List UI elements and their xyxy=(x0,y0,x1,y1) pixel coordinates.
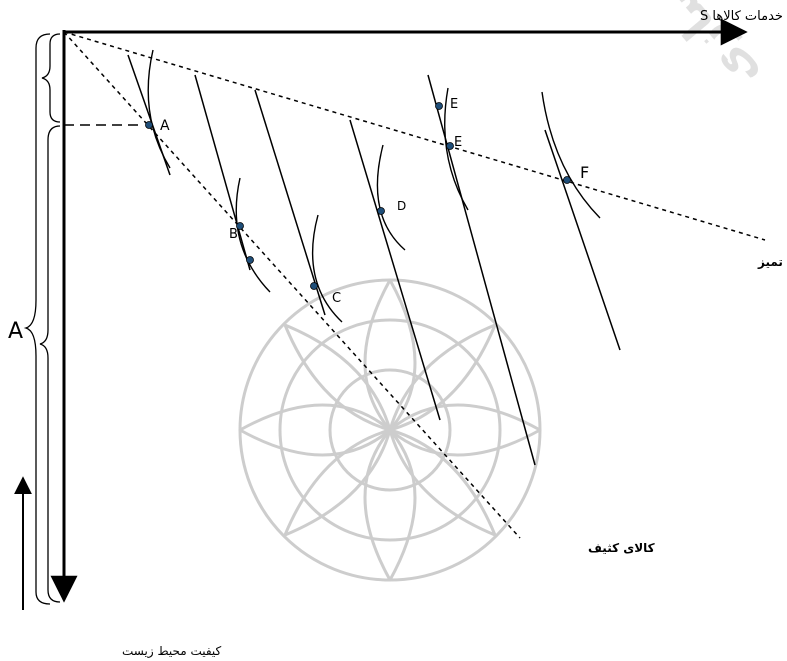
curve-f xyxy=(541,91,601,219)
point-c xyxy=(310,282,318,290)
clean-goods-label: کالایی تمیز xyxy=(757,255,787,269)
point-b-lower xyxy=(246,256,254,264)
label-point-e-upper: E xyxy=(450,97,458,112)
brace-top xyxy=(41,33,61,123)
left-label-a: A xyxy=(8,319,23,344)
equilibrium-points xyxy=(145,102,571,290)
point-d xyxy=(377,207,385,215)
x-axis-label: خدمات کالاها S xyxy=(700,9,783,24)
curve-b xyxy=(235,177,271,293)
curve-e xyxy=(444,87,469,211)
point-e-upper xyxy=(435,102,443,110)
dirty-goods-label: کالای کثیف xyxy=(588,541,655,555)
label-point-a: A xyxy=(160,118,170,134)
point-e-lower xyxy=(446,142,454,150)
budget-line-d xyxy=(349,119,441,421)
brace-outer xyxy=(23,33,51,605)
budget-line-c xyxy=(254,89,326,316)
label-point-b: B xyxy=(229,227,238,242)
point-a xyxy=(145,121,153,129)
point-b xyxy=(236,222,244,230)
curve-a xyxy=(147,49,171,169)
watermark-emblem xyxy=(238,278,542,582)
label-point-f: F xyxy=(580,163,589,182)
clean-goods-line xyxy=(63,31,766,241)
y-axis-label: کیفیت محیط زیست xyxy=(122,644,222,659)
watermark-text: فصلنامه تحقیقات مدل سازی xyxy=(303,0,768,103)
curve-d xyxy=(376,144,406,251)
dirty-goods-line xyxy=(63,31,521,539)
budget-line-f xyxy=(544,129,621,351)
label-point-d: D xyxy=(397,199,406,213)
point-f xyxy=(563,176,571,184)
label-point-c: C xyxy=(332,291,341,306)
budget-line-b xyxy=(194,74,251,271)
indifference-curves xyxy=(147,49,601,323)
curve-c xyxy=(311,214,343,323)
brace-lower xyxy=(39,125,61,603)
label-point-e-lower: E xyxy=(454,135,462,150)
